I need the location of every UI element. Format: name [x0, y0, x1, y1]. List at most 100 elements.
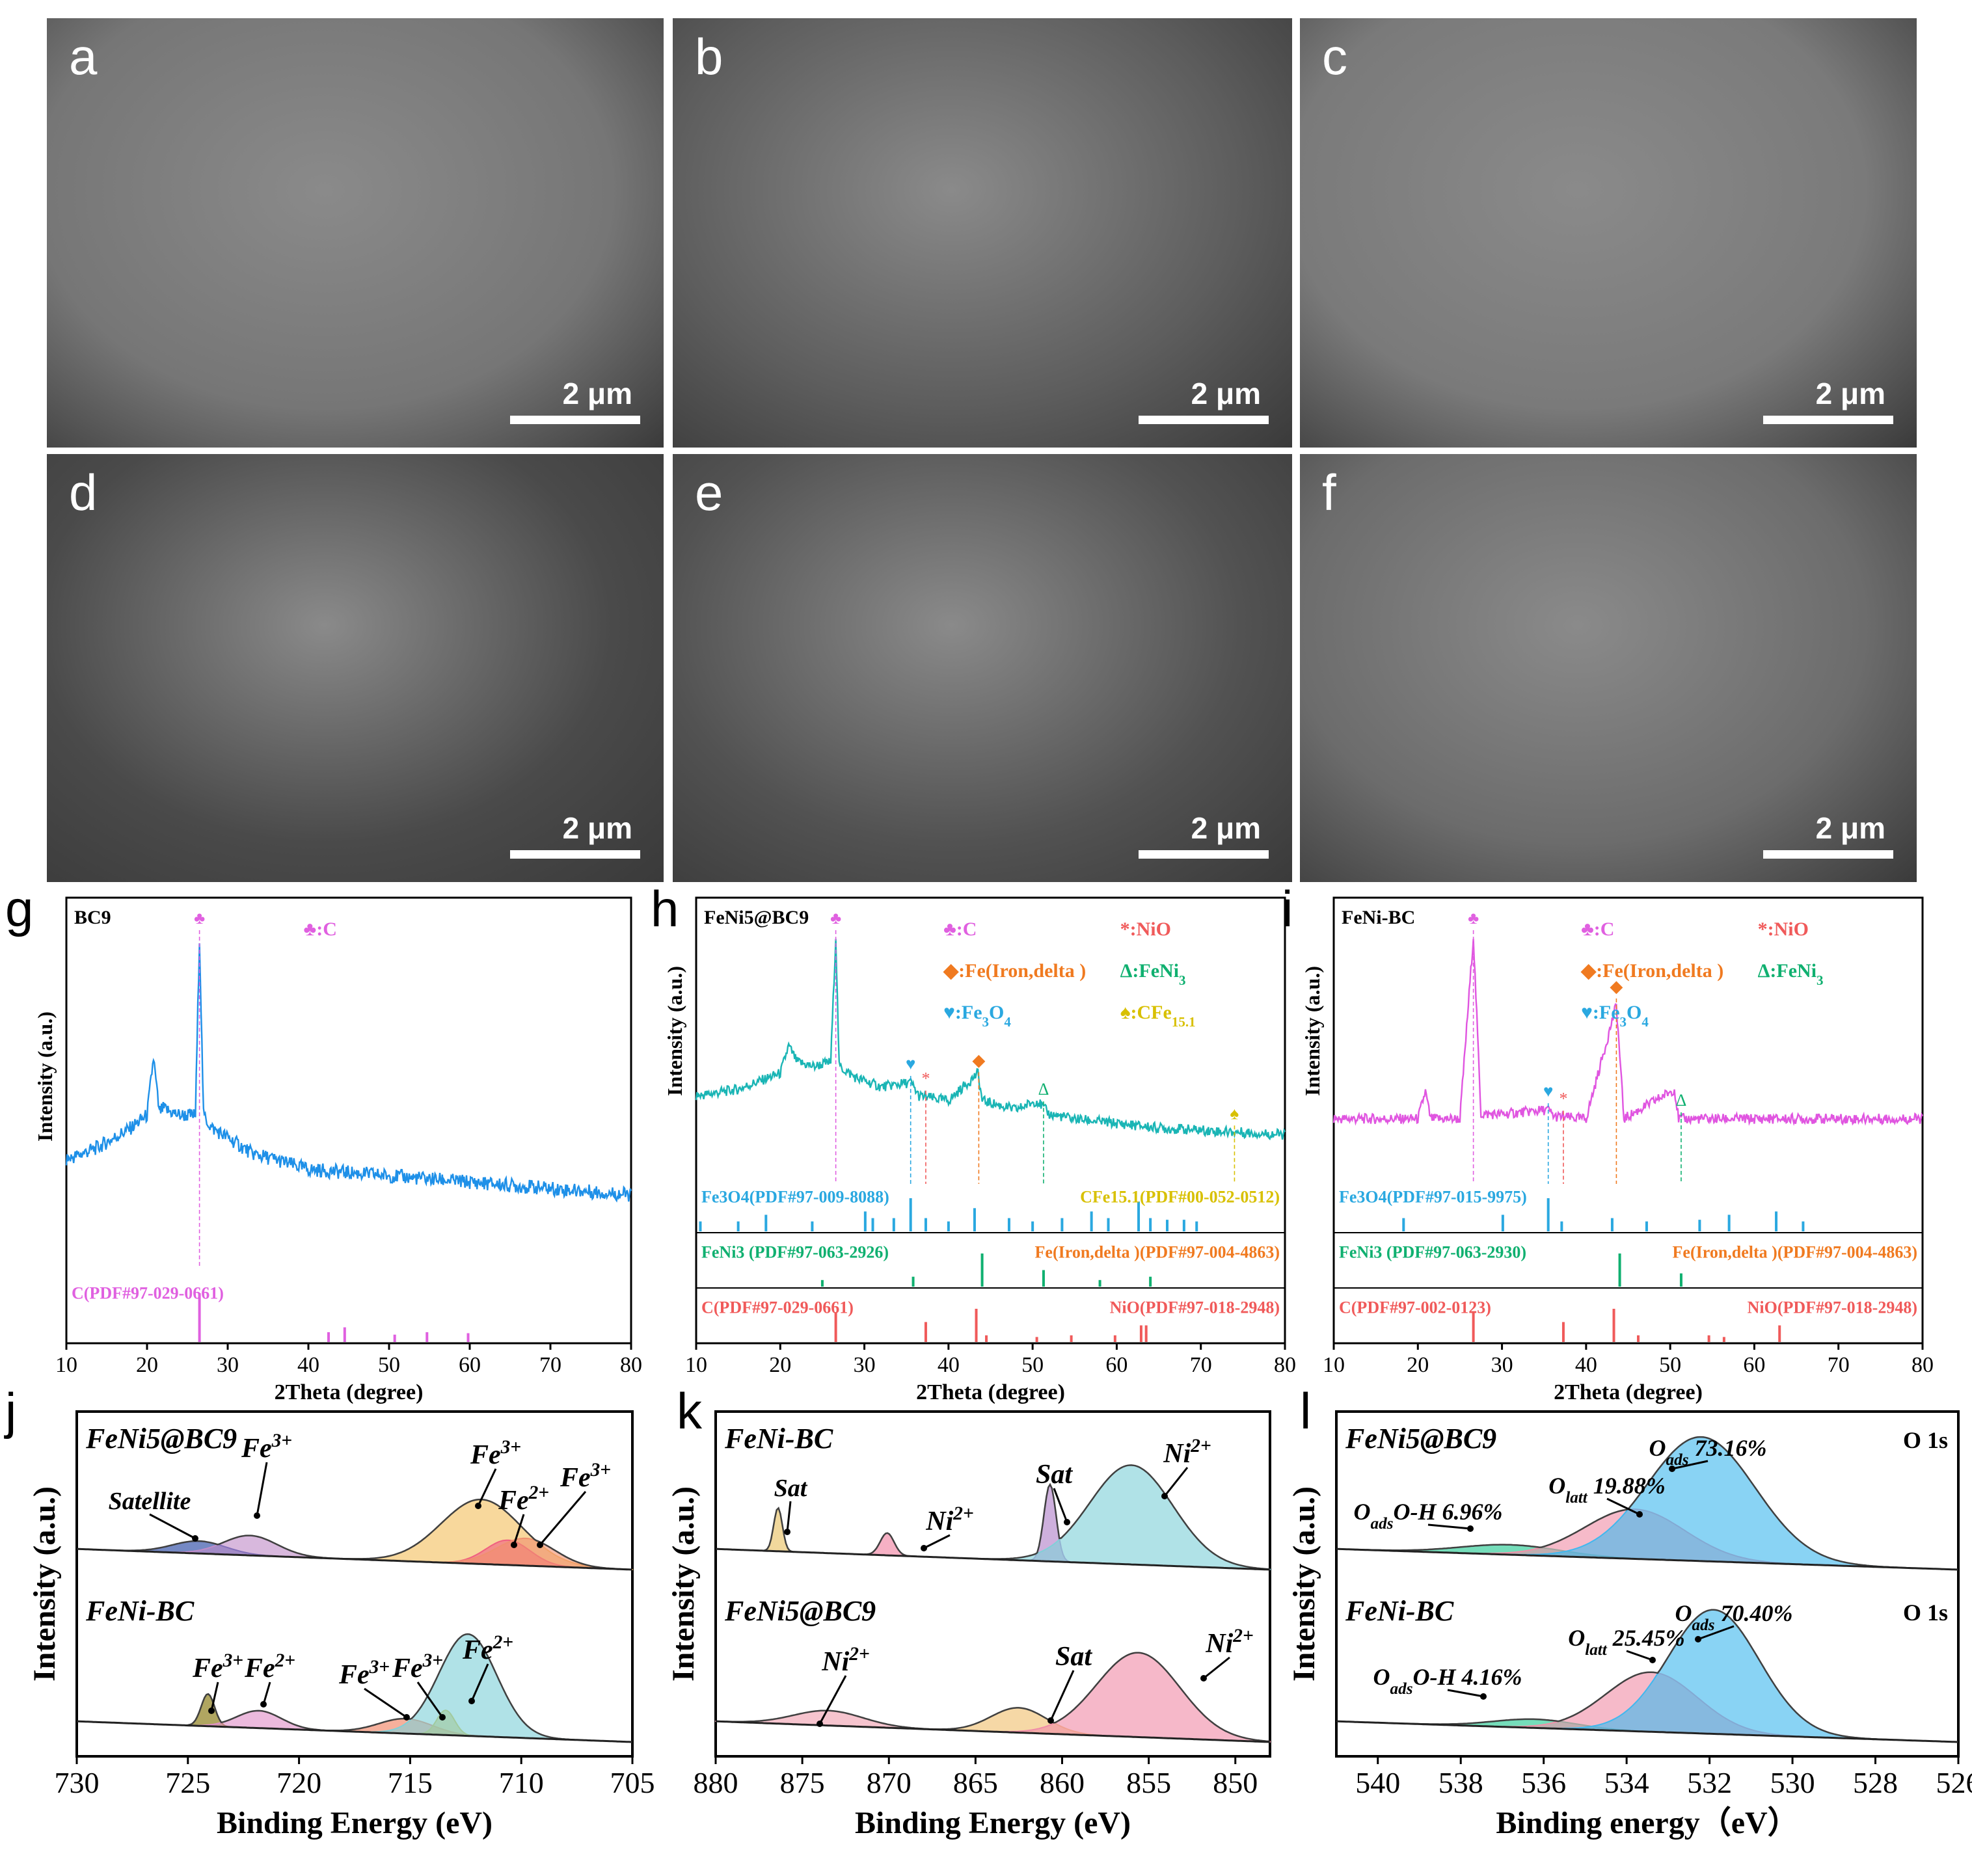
peak-annotation: Fe3+ [192, 1650, 243, 1683]
legend-entry: ♣:C [943, 918, 977, 940]
annotation-arrowhead [537, 1542, 543, 1548]
baseline-line [1336, 1720, 1959, 1743]
peak-annotation: Ni2+ [925, 1503, 973, 1536]
annotation-arrow [364, 1687, 407, 1719]
peak-annotation: Olatt 25.45% [1568, 1625, 1685, 1659]
annotation-arrowhead [208, 1708, 215, 1714]
scale-bar-text: 2 μm [562, 377, 632, 410]
sample-label: FeNi-BC [1342, 907, 1415, 928]
annotation-arrow [1697, 1625, 1735, 1641]
x-tick-label: 70 [1828, 1353, 1850, 1377]
x-tick-label: 880 [694, 1766, 738, 1799]
xps-ni2p-chart: 880 875 870 865 860 855 850 Binding Energy (eV)… [666, 1410, 1271, 1840]
peak-annotation: Ni2+ [1163, 1436, 1211, 1469]
legend-entry: ♣:C [1581, 918, 1614, 940]
annotation-arrow [262, 1682, 271, 1705]
annotation-arrowhead [1480, 1693, 1487, 1700]
panel-label-c: c [1322, 28, 1347, 85]
annotation-arrowhead [784, 1529, 790, 1535]
x-tick-label: 860 [1040, 1766, 1085, 1799]
annotation-arrow [1606, 1497, 1640, 1516]
annotation-arrowhead [1636, 1511, 1643, 1518]
annotation-arrowhead [403, 1714, 410, 1721]
x-tick-label: 70 [1190, 1353, 1212, 1377]
x-tick-label: 50 [1021, 1353, 1044, 1377]
x-tick-label: 20 [1407, 1353, 1429, 1377]
x-tick-label: 526 [1936, 1766, 1972, 1799]
peak-marker: Δ [1676, 1091, 1687, 1110]
annotation-arrow [539, 1491, 587, 1546]
x-tick-label: 540 [1355, 1766, 1400, 1799]
scale-bar [510, 416, 640, 424]
peak-annotation: Oads 70.40% [1675, 1600, 1793, 1634]
peak-annotation: Sat [774, 1475, 808, 1502]
peak-marker: ♣ [1468, 909, 1479, 928]
annotation-arrowhead [439, 1714, 446, 1721]
annotation-arrow [210, 1682, 219, 1711]
annotation-arrowhead [1064, 1519, 1070, 1525]
peak-annotation: Oads 73.16% [1649, 1435, 1767, 1469]
annotation-arrow [923, 1534, 951, 1549]
x-tick-label: 70 [539, 1353, 561, 1377]
peak-marker: ♣ [830, 909, 841, 928]
baseline-line [1336, 1548, 1959, 1571]
y-axis-label: Intensity (a.u.) [27, 1486, 62, 1682]
x-tick-label: 30 [217, 1353, 239, 1377]
legend-entry: ◆:Fe(Iron,delta ) [1580, 960, 1723, 982]
panel-label-b: b [695, 28, 723, 85]
reference-label: Fe(Iron,delta )(PDF#97-004-4863) [1035, 1242, 1280, 1261]
sem-panel-d: d 2 μm [47, 454, 664, 882]
y-axis-label: Intensity (a.u.) [1288, 1486, 1321, 1682]
legend-entry: ◆:Fe(Iron,delta ) [943, 960, 1086, 982]
annotation-arrowhead [921, 1545, 927, 1551]
x-tick-label: 528 [1853, 1766, 1898, 1799]
annotation-arrowhead [1161, 1493, 1168, 1499]
x-tick-label: 80 [1274, 1353, 1296, 1377]
peak-annotation: OadsO-H 6.96% [1354, 1499, 1503, 1533]
peak-marker: * [1559, 1090, 1567, 1108]
x-tick-label: 10 [1323, 1353, 1345, 1377]
sem-panel-f: f 2 μm [1300, 454, 1917, 882]
x-tick-label: 40 [297, 1353, 319, 1377]
peak-marker: ♥ [906, 1054, 915, 1073]
peak-annotation: OadsO-H 4.16% [1373, 1664, 1522, 1698]
reference-label: C(PDF#97-002-0123) [1339, 1298, 1491, 1317]
annotation-arrowhead [260, 1701, 267, 1708]
x-tick-label: 60 [459, 1353, 481, 1377]
x-tick-label: 870 [867, 1766, 912, 1799]
sample-label: BC9 [74, 907, 111, 928]
peak-annotation: Fe2+ [244, 1650, 295, 1683]
annotation-arrow [1203, 1656, 1230, 1680]
x-tick-label: 705 [610, 1766, 655, 1799]
x-tick-label: 80 [1911, 1353, 1934, 1377]
sem-panel-c: c 2 μm [1300, 18, 1917, 448]
x-axis-label: Binding energy（eV） [1496, 1806, 1798, 1840]
panel-label-a: a [69, 28, 98, 85]
x-tick-label: 10 [55, 1353, 77, 1377]
annotation-arrow [786, 1501, 792, 1533]
sample-label: FeNi5@BC9 [1345, 1423, 1496, 1454]
annotation-arrow [1447, 1689, 1484, 1698]
reference-label: CFe15.1(PDF#00-052-0512) [1080, 1187, 1280, 1206]
fitted-peak [76, 1693, 633, 1743]
legend-entry: ♣:C [304, 918, 337, 940]
reference-label: FeNi3 (PDF#97-063-2926) [701, 1242, 889, 1261]
annotation-arrow [1626, 1650, 1653, 1661]
x-tick-label: 40 [938, 1353, 960, 1377]
sample-label: FeNi-BC [85, 1595, 195, 1627]
annotation-arrowhead [1669, 1466, 1675, 1472]
y-axis-label: Intensity (a.u.) [33, 1012, 57, 1142]
annotation-arrow [470, 1663, 489, 1702]
peak-annotation: Fe2+ [498, 1482, 549, 1516]
annotation-arrowhead [1467, 1525, 1474, 1532]
x-tick-label: 538 [1438, 1766, 1483, 1799]
panel-label-j: j [5, 1382, 17, 1440]
x-tick-label: 730 [55, 1766, 100, 1799]
reference-label: Fe3O4(PDF#97-015-9975) [1339, 1187, 1527, 1206]
annotation-arrowhead [817, 1721, 823, 1727]
series-line-feni-bc [1332, 939, 1924, 1126]
panel-label-e: e [695, 464, 723, 521]
annotation-arrow [477, 1468, 497, 1507]
peak-annotation: Fe3+ [338, 1657, 390, 1690]
sample-label: FeNi-BC [724, 1423, 833, 1454]
